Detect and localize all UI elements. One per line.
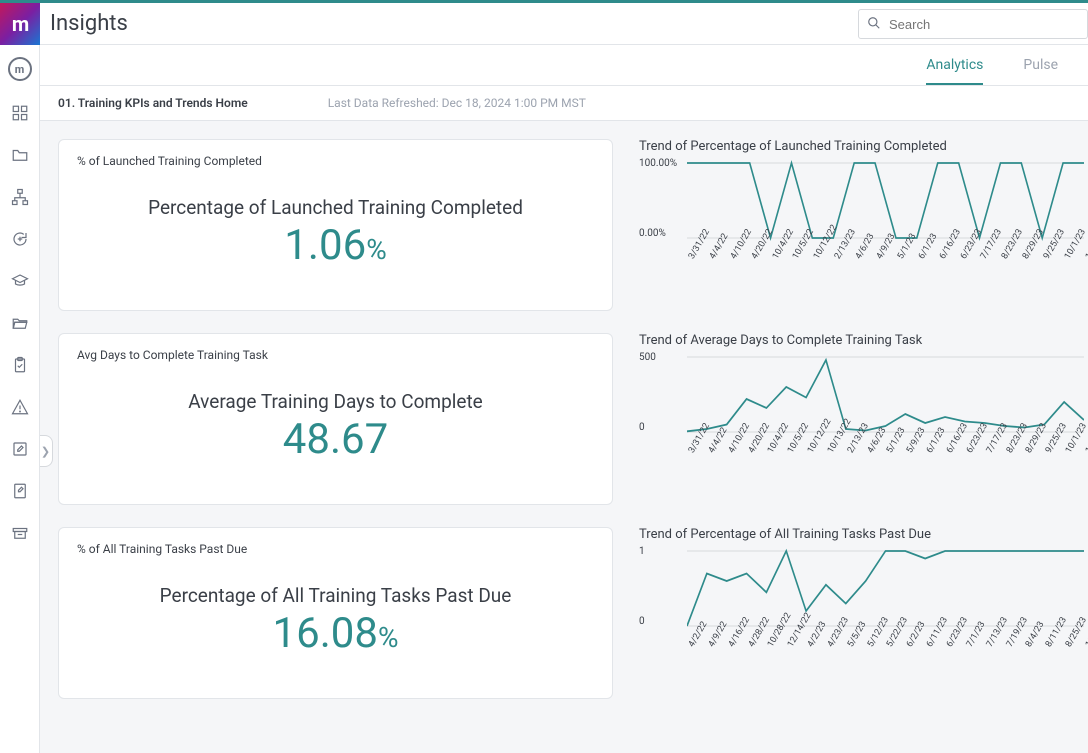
metric-title: Percentage of Launched Training Complete…: [77, 196, 594, 219]
home-icon[interactable]: m: [8, 57, 32, 81]
hierarchy-icon[interactable]: [10, 187, 30, 207]
metric-label: Avg Days to Complete Training Task: [77, 348, 594, 362]
metric-label: % of All Training Tasks Past Due: [77, 542, 594, 556]
tab-pulse[interactable]: Pulse: [1023, 57, 1058, 85]
edit-icon[interactable]: [10, 439, 30, 459]
y-axis-bottom: 0.00%: [639, 228, 666, 239]
trend-label: Trend of Average Days to Complete Traini…: [639, 333, 1084, 348]
metric-card: % of Launched Training Completed Percenta…: [58, 139, 613, 311]
page-title: Insights: [50, 11, 128, 36]
x-axis-labels: 4/2/224/9/224/16/224/28/2210/28/2212/14/…: [687, 636, 1084, 676]
dashboard-icon[interactable]: [10, 103, 30, 123]
y-axis-top: 100.00%: [639, 158, 677, 169]
note-icon[interactable]: [10, 481, 30, 501]
metric-value: 48.67: [77, 415, 594, 464]
education-icon[interactable]: [10, 271, 30, 291]
trend-card: Trend of Average Days to Complete Traini…: [635, 333, 1088, 505]
app-logo[interactable]: m: [0, 3, 40, 45]
sidebar: m: [0, 45, 40, 753]
trend-label: Trend of Percentage of Launched Training…: [639, 139, 1084, 154]
metric-title: Average Training Days to Complete: [77, 390, 594, 413]
clipboard-icon[interactable]: [10, 355, 30, 375]
breadcrumb: 01. Training KPIs and Trends Home: [58, 96, 248, 110]
x-axis-labels: 3/31/224/4/224/10/224/20/2210/4/2210/5/2…: [687, 248, 1084, 288]
trend-card: Trend of Percentage of Launched Training…: [635, 139, 1088, 311]
expand-sidebar-handle[interactable]: ❯: [40, 435, 53, 467]
refreshed-label: Last Data Refreshed: Dec 18, 2024 1:00 P…: [328, 96, 586, 110]
metric-value: 16.08%: [77, 609, 594, 658]
content-area: % of Launched Training Completed Percenta…: [40, 121, 1088, 753]
y-axis-top: 500: [639, 352, 656, 363]
y-axis-bottom: 0: [639, 616, 645, 627]
header: m Insights: [0, 3, 1088, 45]
metric-card: Avg Days to Complete Training Task Averag…: [58, 333, 613, 505]
folder-icon[interactable]: [10, 145, 30, 165]
info-bar: 01. Training KPIs and Trends Home Last D…: [40, 85, 1088, 121]
search-icon: [867, 15, 881, 34]
search-box[interactable]: [858, 9, 1088, 39]
tabs: Analytics Pulse: [40, 45, 1088, 85]
folder-open-icon[interactable]: [10, 313, 30, 333]
search-input[interactable]: [889, 17, 1079, 32]
archive-icon[interactable]: [10, 523, 30, 543]
metric-label: % of Launched Training Completed: [77, 154, 594, 168]
tab-analytics[interactable]: Analytics: [926, 57, 983, 85]
y-axis-bottom: 0: [639, 422, 645, 433]
metric-card: % of All Training Tasks Past Due Percenta…: [58, 527, 613, 699]
metric-value: 1.06%: [77, 221, 594, 270]
refresh-add-icon[interactable]: [10, 229, 30, 249]
metric-title: Percentage of All Training Tasks Past Du…: [77, 584, 594, 607]
y-axis-top: 1: [639, 546, 645, 557]
alert-icon[interactable]: [10, 397, 30, 417]
trend-label: Trend of Percentage of All Training Task…: [639, 527, 1084, 542]
trend-card: Trend of Percentage of All Training Task…: [635, 527, 1088, 699]
x-axis-labels: 3/31/224/4/224/10/224/20/2210/4/2210/5/2…: [687, 442, 1084, 482]
